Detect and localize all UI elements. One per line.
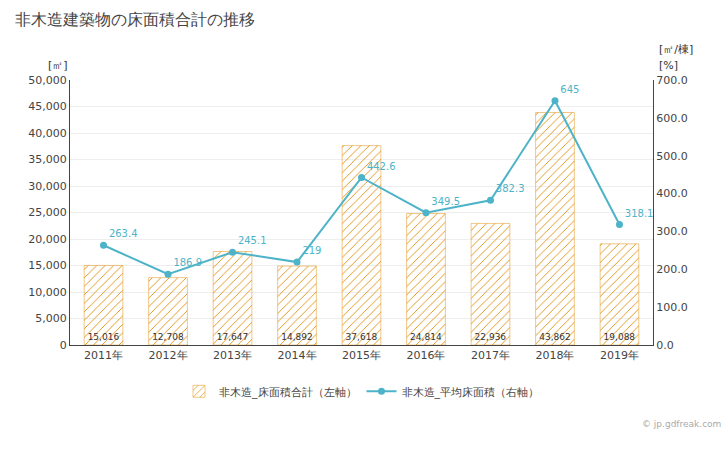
svg-text:10,000: 10,000	[28, 286, 67, 299]
svg-text:[%]: [%]	[659, 59, 678, 72]
svg-text:© jp.gdfreak.com: © jp.gdfreak.com	[642, 419, 721, 429]
svg-text:2013年: 2013年	[213, 349, 252, 362]
svg-text:2012年: 2012年	[149, 349, 188, 362]
svg-text:22,936: 22,936	[475, 332, 507, 342]
svg-text:5,000: 5,000	[35, 312, 67, 325]
svg-text:382.3: 382.3	[496, 183, 525, 194]
svg-text:2019年: 2019年	[600, 349, 639, 362]
svg-text:2015年: 2015年	[342, 349, 381, 362]
svg-text:500.0: 500.0	[656, 150, 688, 163]
svg-text:645: 645	[560, 84, 579, 95]
svg-text:700.0: 700.0	[656, 74, 688, 87]
svg-text:2014年: 2014年	[278, 349, 317, 362]
svg-text:442.6: 442.6	[367, 161, 396, 172]
svg-text:20,000: 20,000	[28, 233, 67, 246]
svg-text:35,000: 35,000	[28, 153, 67, 166]
svg-text:2016年: 2016年	[406, 349, 445, 362]
svg-text:263.4: 263.4	[109, 228, 138, 239]
svg-text:2018年: 2018年	[535, 349, 574, 362]
svg-text:186.9: 186.9	[173, 257, 202, 268]
svg-text:24,814: 24,814	[410, 332, 442, 342]
svg-text:245.1: 245.1	[238, 235, 267, 246]
svg-text:349.5: 349.5	[431, 196, 460, 207]
svg-text:2017年: 2017年	[471, 349, 510, 362]
svg-text:[㎡]: [㎡]	[48, 59, 68, 72]
svg-text:2011年: 2011年	[84, 349, 123, 362]
svg-text:25,000: 25,000	[28, 206, 67, 219]
svg-text:15,016: 15,016	[88, 332, 120, 342]
svg-text:400.0: 400.0	[656, 187, 688, 200]
svg-text:非木造_床面積合計（左軸）: 非木造_床面積合計（左軸）	[219, 386, 357, 399]
svg-text:219: 219	[302, 245, 321, 256]
svg-text:318.1: 318.1	[625, 208, 654, 219]
svg-text:非木造_平均床面積（右軸）: 非木造_平均床面積（右軸）	[402, 386, 540, 399]
svg-text:[㎡/棟]: [㎡/棟]	[659, 43, 693, 56]
svg-text:非木造建築物の床面積合計の推移: 非木造建築物の床面積合計の推移	[15, 10, 255, 29]
svg-text:40,000: 40,000	[28, 127, 67, 140]
svg-text:14,892: 14,892	[281, 332, 313, 342]
svg-text:43,862: 43,862	[539, 332, 571, 342]
svg-text:0.0: 0.0	[656, 339, 674, 352]
svg-text:37,618: 37,618	[346, 332, 378, 342]
svg-text:15,000: 15,000	[28, 259, 67, 272]
svg-text:19,088: 19,088	[604, 332, 636, 342]
svg-text:300.0: 300.0	[656, 225, 688, 238]
svg-text:200.0: 200.0	[656, 263, 688, 276]
svg-text:45,000: 45,000	[28, 100, 67, 113]
svg-text:100.0: 100.0	[656, 301, 688, 314]
svg-text:17,647: 17,647	[217, 332, 249, 342]
svg-text:12,708: 12,708	[152, 332, 184, 342]
svg-text:50,000: 50,000	[28, 74, 67, 87]
svg-text:30,000: 30,000	[28, 180, 67, 193]
svg-text:0: 0	[60, 339, 67, 352]
svg-text:600.0: 600.0	[656, 112, 688, 125]
